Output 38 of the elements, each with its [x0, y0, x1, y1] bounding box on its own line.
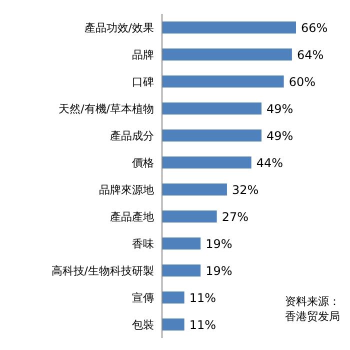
y-tick-label: 高科技/生物科技研製: [51, 264, 154, 278]
y-tick-label: 天然/有機/草本植物: [58, 102, 154, 116]
bar: [162, 210, 217, 223]
data-label: 19%: [206, 236, 232, 251]
bar: [162, 102, 262, 115]
data-label: 66%: [301, 20, 328, 35]
y-tick-label: 品牌來源地: [99, 183, 154, 196]
bar: [162, 292, 184, 304]
bar: [162, 184, 227, 196]
y-tick-label: 口碑: [132, 75, 154, 88]
y-tick-label: 產品成分: [110, 129, 154, 142]
annotation: 香港贸发局: [285, 309, 340, 324]
annotation: 资料来源：: [285, 294, 340, 309]
y-tick-label: 價格: [132, 156, 154, 170]
bar: [162, 156, 252, 169]
data-label: 32%: [232, 182, 259, 197]
y-tick-label: 包裝: [132, 318, 154, 332]
y-tick-label: 產品功效/效果: [84, 21, 154, 34]
bar: [162, 48, 292, 61]
bar: [162, 238, 201, 250]
bar: [162, 318, 184, 331]
data-label: 11%: [189, 318, 216, 332]
data-label: 11%: [189, 290, 216, 305]
data-label: 19%: [206, 264, 232, 278]
bar: [162, 22, 296, 34]
data-label: 60%: [288, 74, 316, 89]
y-tick-label: 產品產地: [110, 210, 154, 224]
bar: [162, 264, 201, 277]
bar: [162, 76, 284, 88]
data-label: 49%: [266, 102, 294, 116]
bar: [162, 130, 262, 142]
data-label: 44%: [256, 156, 284, 170]
y-tick-label: 香味: [132, 237, 154, 250]
y-tick-label: 品牌: [132, 48, 154, 62]
data-label: 64%: [296, 48, 324, 62]
data-label: 27%: [222, 210, 248, 224]
y-tick-label: 宣傳: [132, 291, 154, 304]
data-label: 49%: [266, 128, 294, 143]
